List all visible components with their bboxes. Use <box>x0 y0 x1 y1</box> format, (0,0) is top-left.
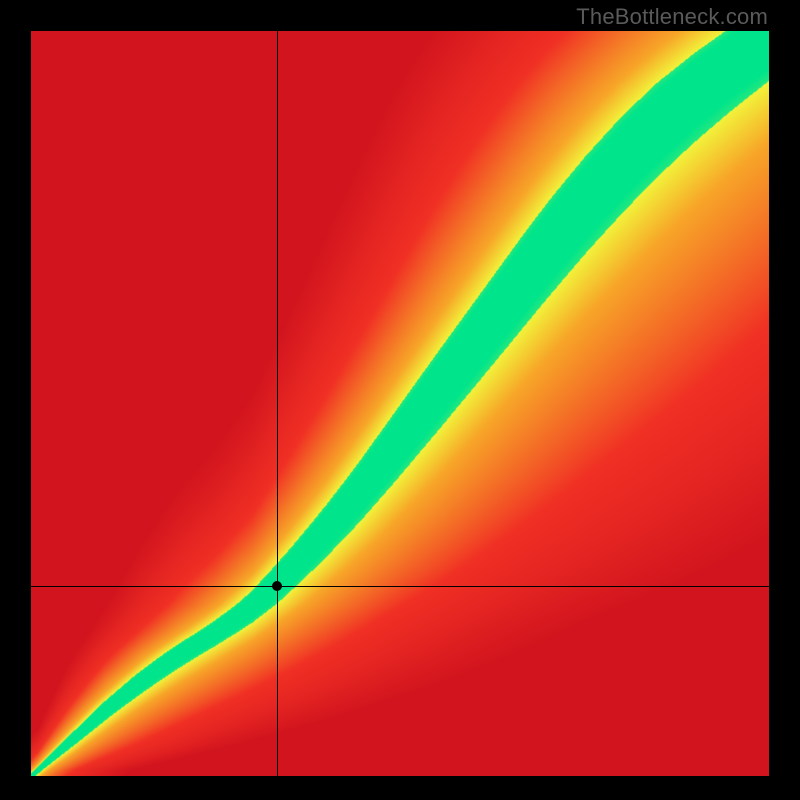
heatmap-canvas <box>31 31 769 776</box>
heatmap-plot <box>31 31 769 776</box>
watermark-text: TheBottleneck.com <box>576 4 768 30</box>
marker-dot <box>272 581 282 591</box>
crosshair-vertical <box>277 31 278 776</box>
crosshair-horizontal <box>31 586 769 587</box>
